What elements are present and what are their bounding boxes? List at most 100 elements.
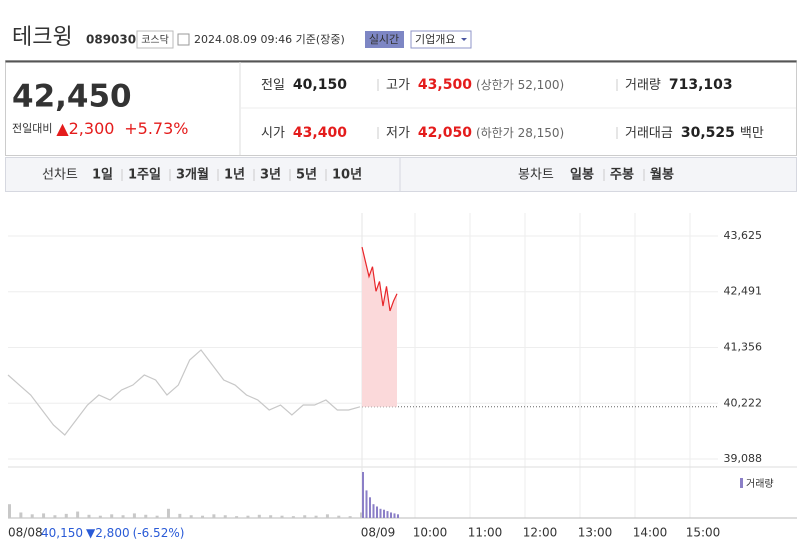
volume-bar <box>246 515 250 518</box>
volume-bar <box>166 508 170 518</box>
volume-bar <box>372 504 375 518</box>
volume-bar <box>376 506 378 518</box>
tab[interactable]: 1일 <box>92 168 113 183</box>
stat: 거래대금 30,525 백만 <box>625 125 764 141</box>
summary-change: ▼2,800 <box>86 526 130 540</box>
tab[interactable]: 5년 <box>296 168 317 183</box>
volume-legend: 거래량 <box>746 478 774 490</box>
volume-bar <box>178 513 182 518</box>
volume-bar <box>8 504 11 518</box>
volume-bar <box>53 515 57 518</box>
stat: 거래량 713,103 <box>625 77 733 93</box>
price-line <box>361 246 398 312</box>
dropdown-arrow <box>461 38 467 41</box>
x-tick-label: 10:00 <box>413 526 448 540</box>
volume-bar <box>386 511 389 518</box>
volume-bar <box>42 513 46 518</box>
volume-bar <box>383 509 385 518</box>
price-line <box>7 349 361 436</box>
volume-bar <box>393 513 396 518</box>
volume-bar <box>314 515 318 518</box>
volume-bar <box>30 514 34 518</box>
y-tick-label: 43,625 <box>724 229 763 242</box>
stat-value: 43,400 <box>293 125 347 141</box>
stat-label: 저가 <box>386 126 410 141</box>
summary-close: 40,150 <box>41 526 83 540</box>
stat-label: 전일 <box>261 78 285 93</box>
stat-unit: 백만 <box>740 126 764 141</box>
stat: 전일 40,150 <box>261 77 347 93</box>
volume-bar <box>348 516 352 518</box>
stat-label: 고가 <box>386 78 410 93</box>
stat-label: 거래량 <box>625 78 661 93</box>
tab-group-label: 봉차트 <box>518 168 554 183</box>
y-tick-label: 41,356 <box>724 341 763 354</box>
x-tick-label: 13:00 <box>578 526 613 540</box>
volume-bar <box>121 515 125 518</box>
stat-value: 30,525 <box>681 125 735 141</box>
tab[interactable]: 3개월 <box>176 167 209 183</box>
volume-bar <box>98 515 102 518</box>
volume-bar <box>337 515 341 518</box>
stat-note: (상한가 52,100) <box>476 78 564 92</box>
volume-bar <box>235 516 239 518</box>
market-badge-box <box>136 30 174 49</box>
tab[interactable]: 일봉 <box>570 168 594 183</box>
stat-value: 43,500 <box>418 77 472 93</box>
stat-label: 거래대금 <box>625 126 673 141</box>
stat: 시가 43,400 <box>261 125 347 141</box>
volume-bar <box>362 472 364 518</box>
volume-bar <box>257 514 261 518</box>
volume-bar <box>76 511 80 518</box>
summary-top-rule <box>5 60 797 63</box>
volume-bar <box>110 514 114 518</box>
company-info[interactable]: 기업개요 <box>415 33 455 46</box>
x-tick-label: 08/08 <box>8 526 43 540</box>
x-tick-label: 15:00 <box>686 526 721 540</box>
x-tick-label: 08/09 <box>361 526 396 540</box>
volume-bar <box>155 515 159 518</box>
stat: 고가 43,500 (상한가 52,100) <box>386 77 564 93</box>
stock-code: 089030 <box>86 33 136 47</box>
stat: 저가 42,050 (하한가 28,150) <box>386 125 564 141</box>
x-tick-label: 14:00 <box>633 526 668 540</box>
tab[interactable]: 1주일 <box>128 168 161 183</box>
change-line: 전일대비 ▲2,300 +5.73% <box>12 119 188 138</box>
volume-bar <box>325 514 329 518</box>
clock-icon <box>177 33 190 46</box>
current-price: 42,450 <box>12 79 132 115</box>
volume-bar <box>397 514 399 518</box>
volume-bar <box>132 513 136 518</box>
volume-bar <box>365 490 368 518</box>
x-tick-label: 12:00 <box>523 526 558 540</box>
realtime-badge-box <box>365 31 404 48</box>
stat-note: (하한가 28,150) <box>476 126 564 140</box>
area <box>362 247 397 407</box>
tab[interactable]: 1년 <box>224 168 245 183</box>
tab[interactable]: 3년 <box>260 168 281 183</box>
tab[interactable]: 주봉 <box>610 168 634 183</box>
tab[interactable]: 월봉 <box>650 167 674 183</box>
volume-bar <box>223 515 227 518</box>
volume-bar <box>201 515 205 518</box>
stat-value: 40,150 <box>293 77 347 93</box>
change: ▲2,300 <box>56 119 114 138</box>
y-tick-label: 39,088 <box>724 452 763 465</box>
y-tick-label: 42,491 <box>724 285 763 298</box>
company-info-box[interactable] <box>410 30 472 49</box>
tab[interactable]: 10년 <box>332 168 362 183</box>
volume-bar <box>360 512 363 518</box>
volume-bar <box>64 513 68 518</box>
tab-group-label: 선차트 <box>42 168 78 183</box>
stock-name: 테크윙 <box>12 25 73 50</box>
y-tick-label: 40,222 <box>724 396 763 409</box>
change-label: 전일대비 <box>12 121 52 135</box>
volume-bar <box>303 515 307 518</box>
volume-legend-swatch <box>740 478 743 488</box>
stat-value: 42,050 <box>418 125 472 141</box>
volume-bar <box>269 515 273 518</box>
realtime-badge: 실시간 <box>369 33 399 46</box>
volume-bar <box>212 514 216 518</box>
prev-day-summary: 40,150 ▼2,800 (-6.52%) <box>41 526 184 540</box>
